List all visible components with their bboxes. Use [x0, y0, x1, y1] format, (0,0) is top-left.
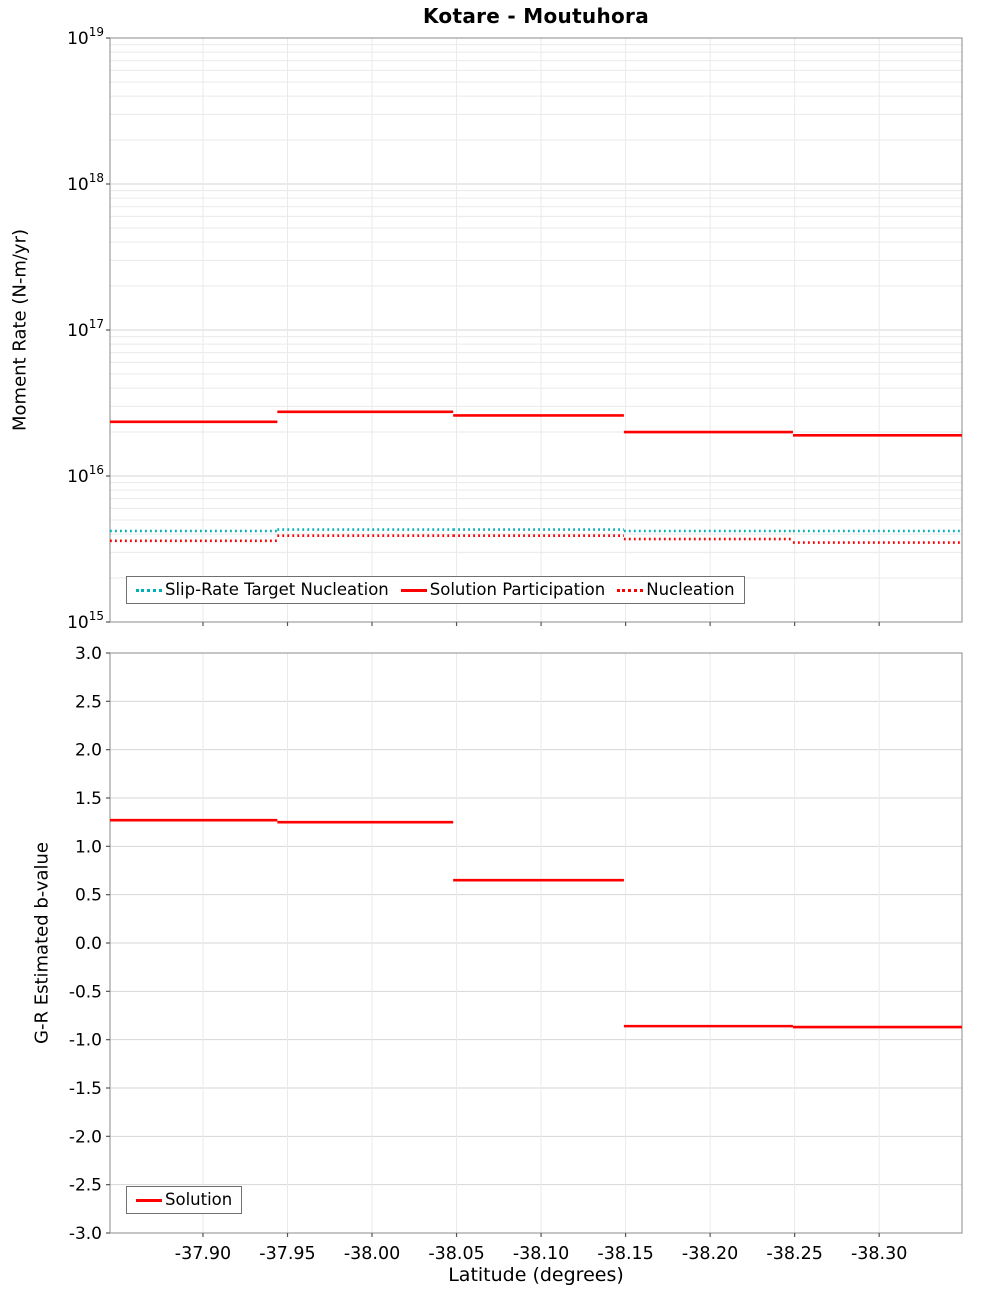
- legend-label: Solution: [165, 1190, 233, 1209]
- y-tick-label: 0.0: [75, 934, 102, 954]
- chart-title: Kotare - Moutuhora: [422, 4, 649, 28]
- x-tick-label: -37.95: [259, 1244, 315, 1264]
- legend-label: Nucleation: [646, 580, 735, 599]
- y-tick-label: 2.5: [75, 692, 102, 712]
- x-tick-label: -38.00: [344, 1244, 400, 1264]
- y-tick-label: -3.0: [69, 1224, 102, 1244]
- x-tick-label: -38.15: [597, 1244, 653, 1264]
- legend-item-nucleation: Nucleation: [617, 580, 735, 599]
- x-tick-label: -38.05: [428, 1244, 484, 1264]
- y-tick-label: 0.5: [75, 886, 102, 906]
- x-tick-label: -38.10: [513, 1244, 569, 1264]
- x-tick-label: -38.30: [851, 1244, 907, 1264]
- x-tick-label: -37.90: [175, 1244, 231, 1264]
- y-tick-label: 2.0: [75, 741, 102, 761]
- x-tick-label: -38.20: [682, 1244, 738, 1264]
- y-tick-label: 1.5: [75, 789, 102, 809]
- y-tick-label: 1017: [67, 317, 104, 341]
- x-tick-label: -38.25: [766, 1244, 822, 1264]
- y-tick-label: 1016: [67, 463, 104, 487]
- y-tick-label: 1.0: [75, 837, 102, 857]
- top-chart-legend: Slip-Rate Target Nucleation Solution Part…: [126, 576, 745, 605]
- bottom-y-axis-label: G-R Estimated b-value: [31, 842, 53, 1044]
- top-y-axis-label: Moment Rate (N-m/yr): [9, 229, 31, 431]
- legend-label: Solution Participation: [429, 580, 606, 599]
- legend-line-sample: [136, 588, 162, 592]
- y-tick-label: -1.5: [69, 1079, 102, 1099]
- y-tick-label: 3.0: [75, 644, 102, 664]
- y-tick-label: -2.5: [69, 1176, 102, 1196]
- bottom-chart-legend: Solution: [126, 1186, 243, 1215]
- legend-item-solution: Solution: [136, 1190, 233, 1209]
- y-tick-label: -2.0: [69, 1127, 102, 1147]
- legend-line-sample: [617, 588, 644, 592]
- y-tick-label: 1018: [67, 171, 104, 195]
- y-tick-label: 1015: [67, 609, 104, 633]
- legend-line-sample: [136, 1198, 162, 1202]
- y-tick-label: 1019: [67, 25, 104, 49]
- legend-line-sample: [400, 588, 427, 592]
- legend-item-solution-participation: Solution Participation: [400, 580, 606, 599]
- legend-label: Slip-Rate Target Nucleation: [165, 580, 389, 599]
- y-tick-label: -1.0: [69, 1031, 102, 1051]
- x-axis-label: Latitude (degrees): [448, 1264, 624, 1286]
- y-tick-label: -0.5: [69, 982, 102, 1002]
- legend-item-slip-rate-target-nucleation: Slip-Rate Target Nucleation: [136, 580, 389, 599]
